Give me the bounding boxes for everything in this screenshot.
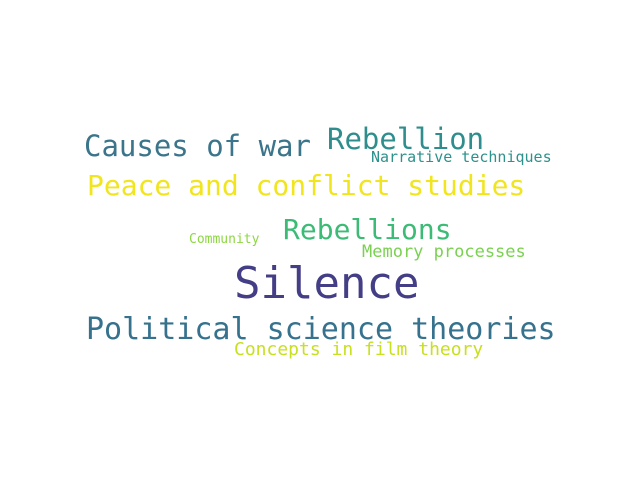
word-community: Community: [189, 232, 260, 247]
word-peace-and-conflict-studies: Peace and conflict studies: [87, 169, 526, 202]
word-silence: Silence: [234, 258, 420, 309]
word-memory-processes: Memory processes: [362, 242, 526, 262]
word-concepts-in-film-theory: Concepts in film theory: [234, 339, 484, 360]
word-rebellion: Rebellion: [327, 122, 485, 156]
word-causes-of-war: Causes of war: [84, 129, 311, 163]
word-rebellions: Rebellions: [283, 213, 452, 246]
word-narrative-techniques: Narrative techniques: [371, 148, 552, 166]
word-political-science-theories: Political science theories: [86, 312, 556, 347]
